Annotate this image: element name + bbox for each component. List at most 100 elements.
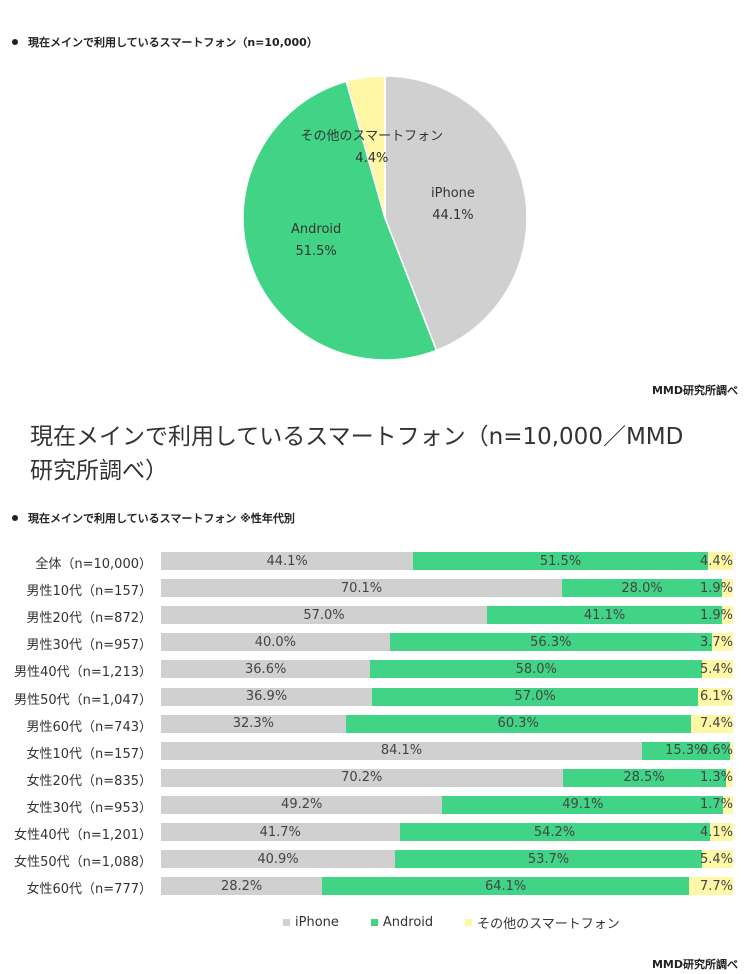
pie-chart: [242, 75, 528, 361]
pie-label-value: 51.5%: [295, 244, 337, 259]
bar-segment-iphone: [161, 552, 414, 570]
data-label-android: 58.0%: [515, 661, 557, 677]
bar-chart-title: 現在メインで利用しているスマートフォン ※性年代別: [12, 510, 295, 526]
data-label-other: 5.4%: [699, 661, 733, 677]
bar-segment-other: [702, 660, 733, 679]
legend-item-android: Android: [370, 913, 433, 932]
stacked-bar-chart: 全体（n=10,000） 44.1% 51.5% 4.4% 男性10代（n=157） 70…: [0, 540, 750, 900]
data-label-iphone: 70.2%: [341, 770, 383, 786]
row-label: 男性60代（n=743）: [26, 719, 153, 735]
pie-slice-other: [345, 75, 386, 219]
data-label-android: 57.0%: [514, 689, 556, 704]
row-label: 女性30代（n=953）: [26, 800, 153, 816]
bar-segment-android: [370, 660, 703, 679]
bar-row: 57.0% 41.1% 1.9%: [161, 606, 733, 625]
data-label-other: 3.7%: [699, 634, 733, 650]
bar-segment-android: [399, 823, 710, 841]
pie-chart-title: 現在メインで利用しているスマートフォン（n=10,000）: [12, 34, 318, 50]
pie-label-other: その他のスマートフォン 4.4%: [301, 126, 444, 170]
bar-segment-iphone: [161, 606, 488, 625]
bar-segment-iphone: [161, 768, 563, 787]
legend-swatch-android: [370, 919, 378, 926]
data-label-other: 1.9%: [699, 607, 733, 623]
legend-item-other: その他のスマートフォン: [465, 913, 620, 932]
data-label-iphone: 57.0%: [303, 607, 345, 623]
data-label-other: 7.4%: [699, 716, 733, 732]
data-label-android: 64.1%: [484, 878, 527, 894]
bar-segment-iphone: [161, 877, 323, 896]
data-label-other: 4.4%: [699, 553, 733, 569]
legend-swatch-other: [465, 919, 473, 926]
bar-segment-other: [698, 687, 733, 706]
row-label: 男性20代（n=872）: [26, 611, 153, 627]
bar-segment-other: [722, 579, 733, 598]
bar-row: 41.7% 54.2% 4.1%: [161, 823, 733, 841]
pie-label-name: その他のスマートフォン: [300, 129, 444, 144]
bar-segment-iphone: [161, 795, 443, 814]
row-label: 女性40代（n=1,201）: [14, 828, 152, 843]
bar-segment-other: [709, 823, 733, 841]
legend-label-other: その他のスマートフォン: [477, 917, 620, 932]
bar-segment-iphone: [161, 741, 643, 760]
row-label: 女性50代（n=1,088）: [14, 855, 152, 871]
legend-item-iphone: iPhone: [283, 913, 339, 932]
bar-segment-iphone: [161, 660, 371, 679]
data-label-iphone: 40.9%: [257, 851, 299, 867]
caption-line-2: 研究所調べ）: [30, 458, 168, 484]
row-label: 男性50代（n=1,047）: [14, 692, 152, 708]
data-label-android: 49.1%: [562, 797, 604, 813]
pie-slice-android: [242, 80, 438, 361]
pie-label-value: 4.4%: [355, 151, 389, 166]
data-label-android: 41.1%: [583, 607, 626, 623]
bar-segment-android: [389, 633, 712, 652]
data-label-android: 56.3%: [530, 634, 572, 650]
pie-chart-title-text: 現在メインで利用しているスマートフォン（n=10,000）: [28, 36, 318, 49]
bar-segment-iphone: [161, 579, 562, 598]
data-label-iphone: 36.6%: [245, 661, 287, 677]
bar-segment-other: [707, 552, 733, 570]
data-label-iphone: 70.1%: [340, 580, 383, 596]
bar-row: 49.2% 49.1% 1.7%: [161, 795, 733, 814]
data-label-android: 28.5%: [623, 770, 665, 786]
data-label-other: 1.9%: [699, 580, 733, 596]
data-label-iphone: 49.2%: [281, 797, 323, 813]
data-label-other: 6.1%: [699, 689, 733, 704]
caption-line-1: 現在メインで利用しているスマートフォン（n=10,000／MMD: [30, 424, 684, 450]
bar-segment-iphone: [161, 633, 390, 652]
bar-row: 32.3% 60.3% 7.4%: [161, 714, 733, 733]
bar-segment-other: [711, 633, 733, 652]
pie-label-name: iPhone: [431, 186, 475, 201]
bar-chart-title-text: 現在メインで利用しているスマートフォン ※性年代別: [28, 512, 295, 525]
data-label-other: 1.3%: [699, 770, 733, 786]
bar-row: 70.2% 28.5% 1.3%: [161, 768, 733, 787]
bar-segment-other: [729, 741, 733, 760]
legend-label-iphone: iPhone: [295, 915, 339, 930]
data-label-iphone: 44.1%: [266, 553, 308, 569]
data-label-android: 53.7%: [527, 851, 570, 867]
data-label-iphone: 28.2%: [220, 878, 263, 894]
bar-segment-iphone: [161, 714, 346, 733]
bar-segment-other: [690, 714, 733, 733]
bar-segment-iphone: [161, 850, 395, 869]
bar-segment-other: [723, 795, 733, 814]
bar-segment-iphone: [161, 823, 400, 841]
row-label: 男性10代（n=157）: [26, 584, 153, 600]
data-label-iphone: 32.3%: [232, 716, 275, 732]
data-label-android: 54.2%: [533, 824, 576, 840]
bar-segment-android: [487, 606, 723, 625]
caption: 現在メインで利用しているスマートフォン（n=10,000／MMD 研究所調べ）: [30, 420, 730, 488]
bar-segment-android: [322, 877, 689, 896]
bullet-icon: [12, 515, 18, 521]
row-label: 男性40代（n=1,213）: [14, 665, 152, 681]
bar-segment-other: [702, 850, 733, 869]
bar-segment-android: [642, 741, 730, 760]
bar-segment-android: [561, 579, 723, 598]
bar-segment-android: [394, 850, 703, 869]
bar-segment-android: [442, 795, 724, 814]
data-label-android: 60.3%: [497, 716, 539, 732]
bar-row: 44.1% 51.5% 4.4%: [161, 552, 733, 570]
bar-segment-other: [688, 877, 733, 896]
pie-label-name: Android: [291, 222, 342, 237]
data-label-android: 51.5%: [539, 553, 582, 569]
bar-row: 84.1% 15.3% 0.6%: [161, 741, 733, 760]
